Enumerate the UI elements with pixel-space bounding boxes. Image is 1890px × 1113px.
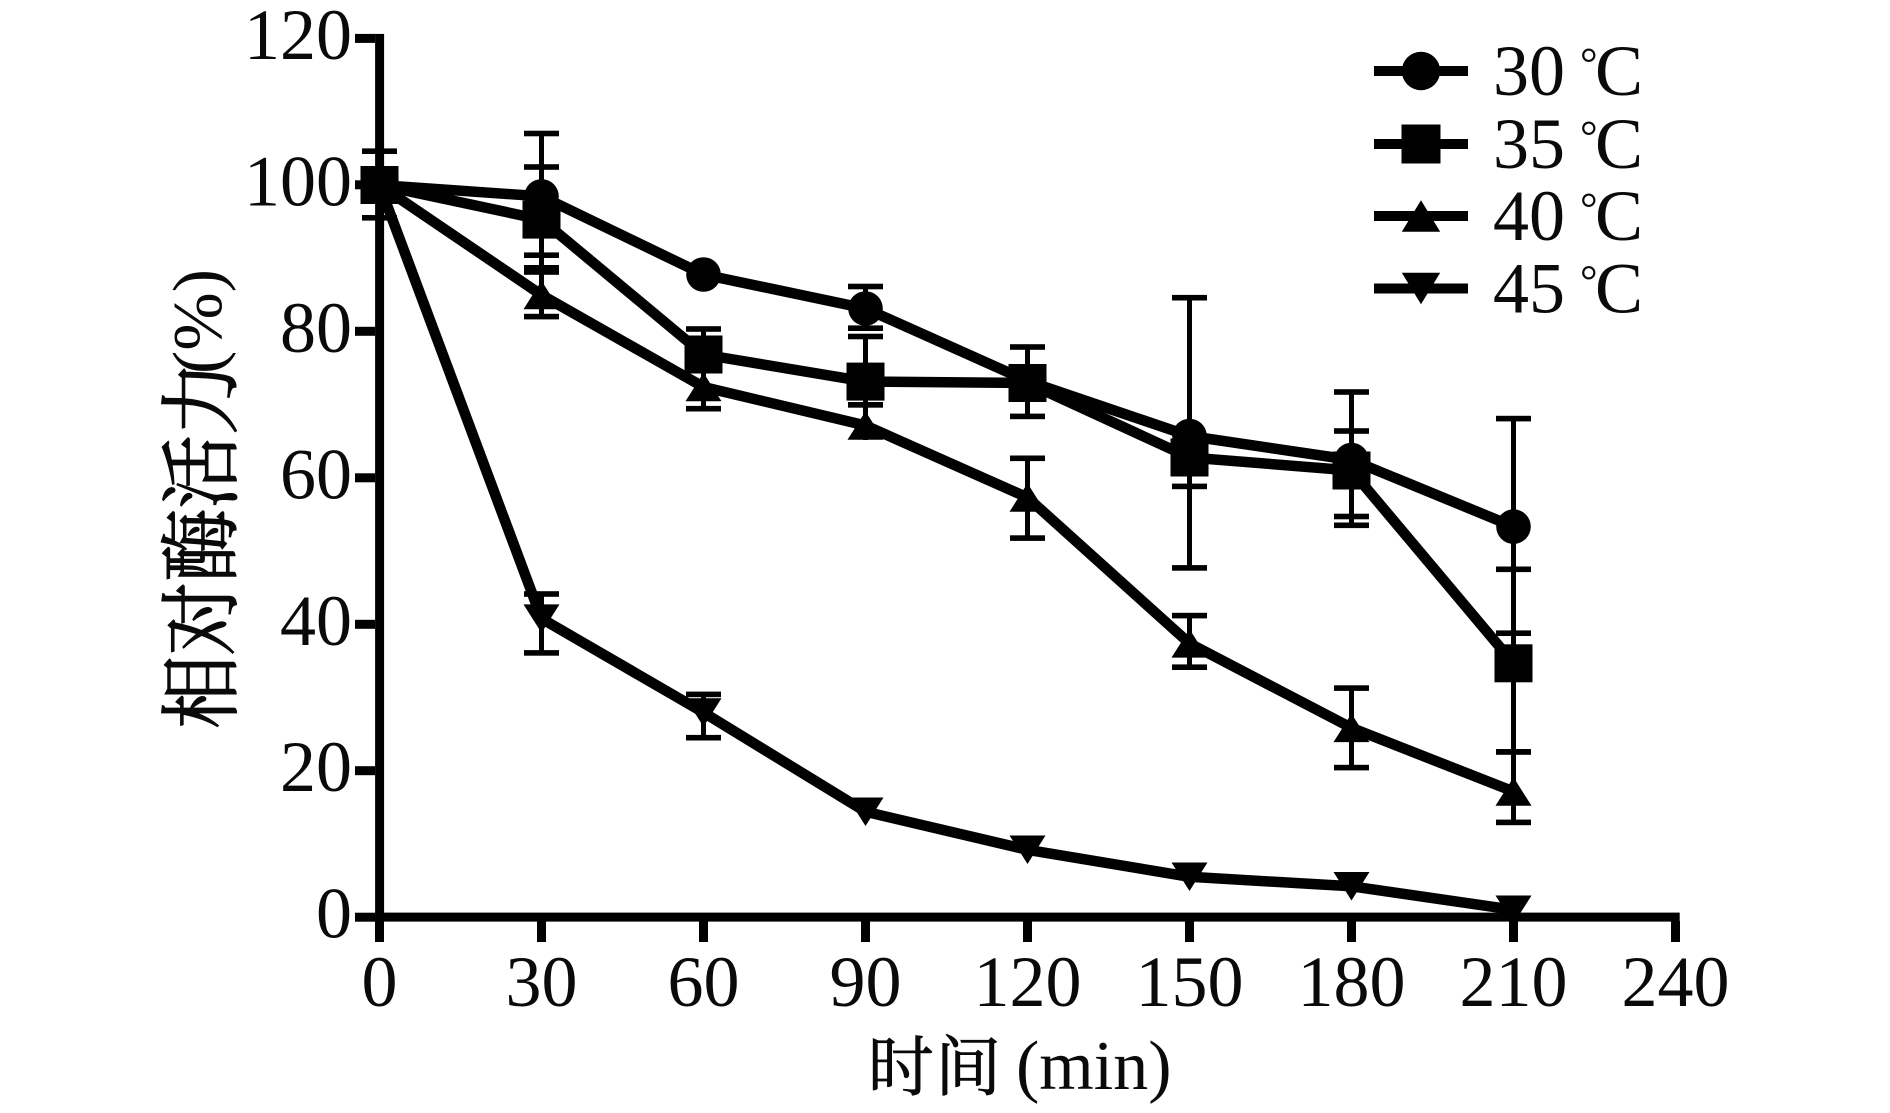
svg-text:0: 0 xyxy=(316,874,352,954)
svg-text:120: 120 xyxy=(974,942,1082,1022)
svg-text:C: C xyxy=(1595,176,1643,256)
svg-text:°: ° xyxy=(1580,257,1598,306)
svg-text:60: 60 xyxy=(280,434,352,514)
svg-text:(%): (%) xyxy=(160,269,237,374)
svg-text:180: 180 xyxy=(1298,942,1406,1022)
svg-text:°: ° xyxy=(1580,184,1598,233)
svg-text:150: 150 xyxy=(1136,942,1244,1022)
svg-text:30: 30 xyxy=(506,942,578,1022)
svg-text:80: 80 xyxy=(280,288,352,368)
svg-text:40: 40 xyxy=(280,581,352,661)
svg-text:40: 40 xyxy=(1493,176,1565,256)
svg-text:(min): (min) xyxy=(1016,1028,1172,1105)
svg-text:30: 30 xyxy=(1493,31,1565,111)
svg-text:°: ° xyxy=(1580,112,1598,161)
svg-text:60: 60 xyxy=(668,942,740,1022)
svg-text:45: 45 xyxy=(1493,249,1565,329)
svg-text:0: 0 xyxy=(362,942,398,1022)
svg-text:20: 20 xyxy=(280,727,352,807)
svg-text:240: 240 xyxy=(1622,942,1730,1022)
svg-text:120: 120 xyxy=(244,0,352,75)
svg-text:35: 35 xyxy=(1493,104,1565,184)
svg-text:90: 90 xyxy=(830,942,902,1022)
svg-text:100: 100 xyxy=(244,141,352,221)
svg-text:°: ° xyxy=(1580,39,1598,88)
svg-text:C: C xyxy=(1595,104,1643,184)
svg-text:C: C xyxy=(1595,249,1643,329)
svg-text:C: C xyxy=(1595,31,1643,111)
svg-text:210: 210 xyxy=(1460,942,1568,1022)
